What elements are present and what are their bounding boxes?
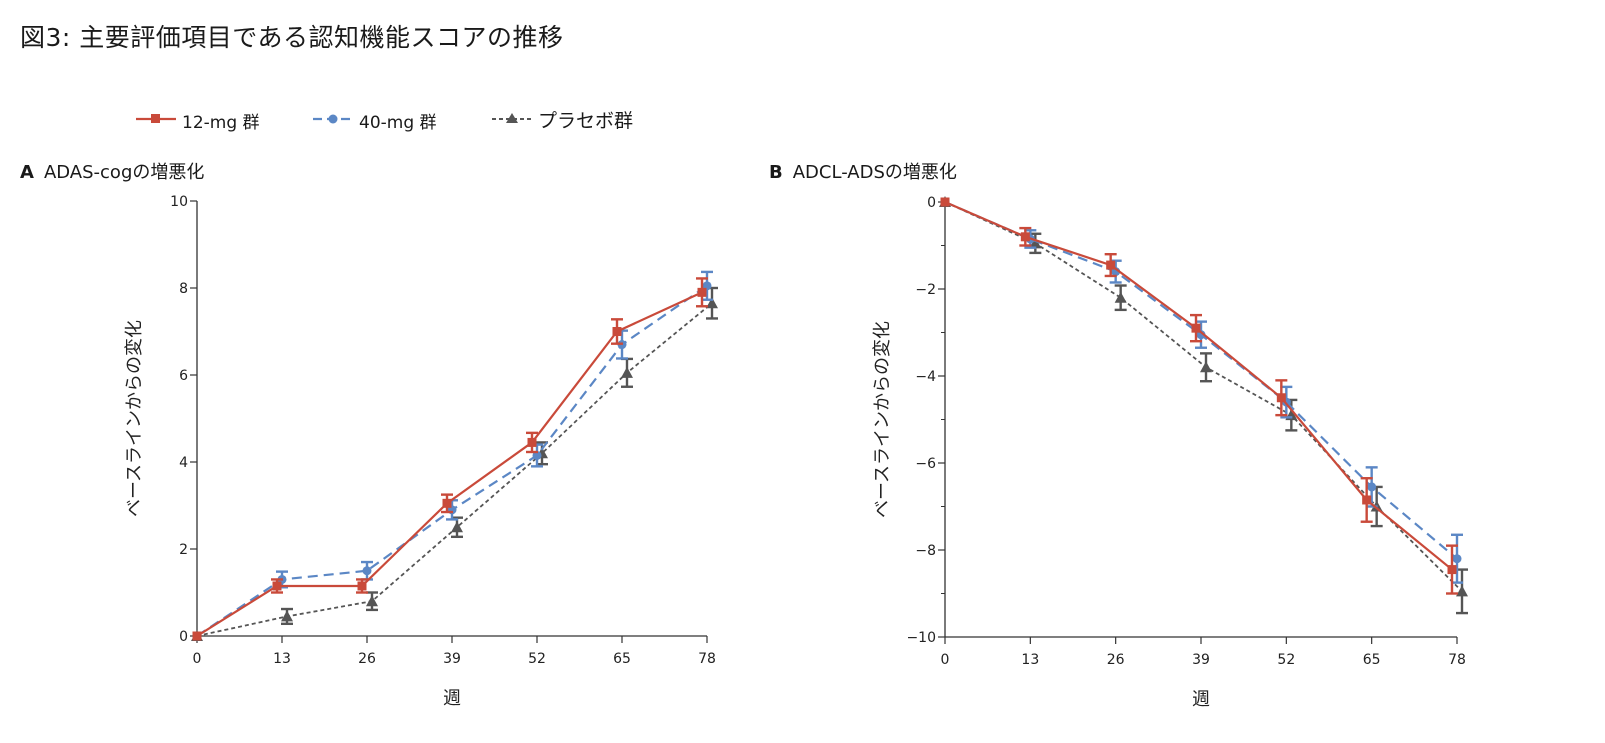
chart-a-placebo-point bbox=[281, 610, 293, 622]
chart-b-placebo-point bbox=[1456, 585, 1468, 597]
chart-a-x-tick-label: 39 bbox=[443, 651, 461, 667]
chart-b-x-tick-label: 65 bbox=[1363, 652, 1381, 668]
chart-a: 0 2 4 6 8 10 0 13 26 39 52 65 78 週 ベースラインからの変化 bbox=[124, 194, 718, 709]
chart-b-y-tick-label: −6 bbox=[915, 456, 936, 472]
chart-b-y-tick-label: −10 bbox=[906, 630, 936, 646]
chart-a-12mg-point bbox=[192, 631, 202, 641]
chart-b-x-tick-label: 13 bbox=[1021, 652, 1039, 668]
legend-swatch-placebo bbox=[492, 113, 532, 123]
chart-a-12mg-point bbox=[527, 437, 537, 447]
chart-a-y-tick-label: 8 bbox=[179, 281, 188, 297]
chart-a-x-tick-label: 0 bbox=[193, 651, 202, 667]
chart-b-x-tick-label: 39 bbox=[1192, 652, 1210, 668]
panel-b-title: ADCL-ADSの増悪化 bbox=[792, 162, 957, 183]
chart-b-placebo-point bbox=[1029, 237, 1042, 249]
chart-a-placebo-point bbox=[366, 595, 378, 607]
chart-a-y-axis-label: ベースラインからの変化 bbox=[124, 320, 145, 517]
chart-a-12mg-point bbox=[612, 327, 622, 336]
chart-a-x-tick-label: 26 bbox=[358, 651, 376, 667]
chart-b-12mg-point bbox=[1191, 323, 1201, 333]
chart-a-placebo-point bbox=[451, 521, 463, 533]
panel-b-letter: B bbox=[769, 162, 783, 183]
panel-a-title: ADAS-cogの増悪化 bbox=[43, 162, 205, 183]
chart-b-x-tick-label: 78 bbox=[1448, 652, 1466, 668]
chart-a-y-tick-label: 10 bbox=[170, 194, 188, 210]
chart-a-x-tick-label: 65 bbox=[613, 651, 631, 667]
chart-b-y-axis-label: ベースラインからの変化 bbox=[872, 321, 893, 518]
chart-b-12mg-point bbox=[1276, 393, 1286, 403]
chart-b-series-placebo-line bbox=[944, 201, 1463, 592]
panel-b-heading: B ADCL-ADSの増悪化 bbox=[769, 158, 957, 184]
chart-b-12mg-point bbox=[1020, 232, 1030, 242]
chart-a-12mg-point bbox=[272, 581, 282, 591]
chart-b-placebo-point bbox=[1114, 291, 1127, 303]
chart-a-placebo-point bbox=[621, 366, 633, 378]
chart-a-placebo-point bbox=[706, 297, 718, 309]
chart-a-x-tick-label: 52 bbox=[528, 651, 546, 667]
chart-b-x-axis-label: 週 bbox=[1192, 689, 1210, 710]
legend-label-placebo: プラセボ群 bbox=[538, 110, 634, 132]
legend-swatch-12mg bbox=[136, 114, 176, 123]
chart-b-placebo-point bbox=[1200, 361, 1212, 373]
panel-a-letter: A bbox=[20, 162, 34, 183]
page-title: 図3: 主要評価項目である認知機能スコアの推移 bbox=[20, 23, 564, 52]
chart-b-y-tick-label: −2 bbox=[915, 282, 936, 298]
chart-a-x-tick-label: 78 bbox=[698, 651, 716, 667]
chart-a-40mg-point bbox=[362, 566, 372, 576]
legend-label-40mg: 40-mg 群 bbox=[359, 113, 437, 133]
chart-b-12mg-point bbox=[940, 197, 950, 207]
panel-a-heading: A ADAS-cogの増悪化 bbox=[20, 158, 204, 184]
chart-b-12mg-point bbox=[1106, 260, 1116, 270]
chart-a-12mg-point bbox=[697, 287, 707, 297]
chart-b-x-tick-label: 0 bbox=[941, 652, 950, 668]
legend-swatch-40mg bbox=[313, 114, 353, 124]
chart-b-x-tick-label: 52 bbox=[1277, 652, 1295, 668]
chart-a-y-tick-label: 0 bbox=[179, 629, 188, 645]
chart-a-y-tick-label: 4 bbox=[179, 455, 188, 471]
chart-b-40mg-point bbox=[1452, 554, 1462, 564]
chart-a-x-tick-label: 13 bbox=[273, 651, 291, 667]
chart-a-x-axis-label: 週 bbox=[443, 688, 461, 709]
chart-b-y-tick-label: −4 bbox=[915, 369, 936, 385]
chart-a-y-tick-label: 6 bbox=[179, 368, 188, 384]
chart-b-x-tick-label: 26 bbox=[1107, 652, 1125, 668]
chart-b-12mg-point bbox=[1447, 565, 1457, 575]
chart-a-y-tick-label: 2 bbox=[179, 542, 188, 558]
chart-b-y-tick-label: −8 bbox=[915, 543, 936, 559]
legend-label-12mg: 12-mg 群 bbox=[182, 113, 260, 133]
chart-b: 0 −2 −4 −6 −8 −10 0 13 26 39 52 65 78 週 ベースラインからの変化 bbox=[872, 195, 1468, 710]
chart-a-12mg-point bbox=[357, 581, 367, 591]
chart-b-40mg-point bbox=[1367, 482, 1377, 492]
chart-b-12mg-point bbox=[1362, 495, 1372, 505]
chart-b-y-tick-label: 0 bbox=[927, 195, 936, 211]
chart-a-40mg-point bbox=[532, 450, 542, 460]
chart-a-12mg-point bbox=[442, 498, 452, 508]
